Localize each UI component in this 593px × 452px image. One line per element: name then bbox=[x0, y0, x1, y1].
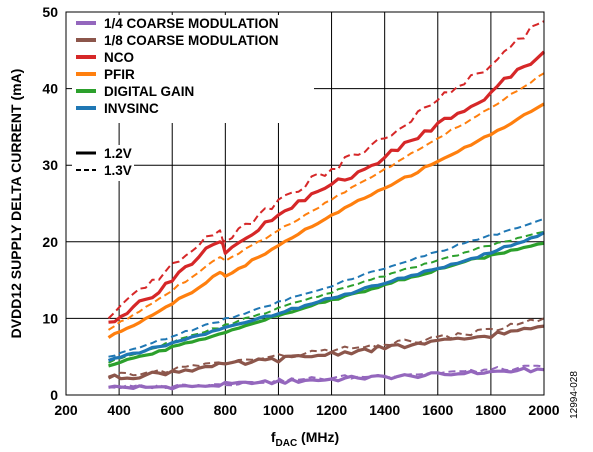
x-tick-label: 1600 bbox=[422, 402, 453, 418]
voltage-legend-label: 1.2V bbox=[104, 146, 132, 161]
x-tick-label: 2000 bbox=[528, 402, 559, 418]
legend-label: INVSINC bbox=[104, 101, 159, 116]
series-line-1-2v bbox=[107, 102, 545, 339]
series-line-1-3v bbox=[107, 20, 545, 320]
y-tick-label: 10 bbox=[42, 310, 58, 326]
plot-frame bbox=[65, 11, 545, 396]
legend-entries: 1/4 COARSE MODULATION 1/8 COARSE MODULATI… bbox=[76, 16, 279, 116]
legend-label: DIGITAL GAIN bbox=[104, 84, 194, 99]
series-line-1-2v bbox=[108, 366, 545, 391]
legend-label: 1/8 COARSE MODULATION bbox=[104, 33, 279, 48]
x-tick-label: 1200 bbox=[316, 402, 347, 418]
legend-label: NCO bbox=[104, 50, 134, 65]
y-tick-labels: 0 10 20 30 40 50 bbox=[42, 4, 58, 403]
x-tick-label: 200 bbox=[54, 402, 78, 418]
y-tick-label: 30 bbox=[42, 157, 58, 173]
series-line-1-2v bbox=[107, 231, 545, 363]
series-layer bbox=[107, 20, 546, 391]
series-line-1-2v bbox=[108, 50, 546, 324]
x-tick-label: 400 bbox=[107, 402, 131, 418]
x-axis-title-main: f bbox=[271, 429, 276, 445]
y-tick-label: 40 bbox=[42, 81, 58, 97]
x-tick-label: 800 bbox=[214, 402, 238, 418]
y-tick-label: 20 bbox=[42, 234, 58, 250]
legend-label: PFIR bbox=[104, 67, 135, 82]
legend-label: 1/4 COARSE MODULATION bbox=[104, 16, 279, 31]
x-tick-label: 1000 bbox=[263, 402, 294, 418]
y-tick-label: 50 bbox=[42, 4, 58, 20]
y-tick-label: 0 bbox=[50, 387, 58, 403]
figure-id: 12994-028 bbox=[569, 371, 580, 419]
x-tick-label: 1800 bbox=[475, 402, 506, 418]
x-axis-title-unit: (MHz) bbox=[297, 429, 339, 445]
series-line-1-3v bbox=[108, 317, 545, 378]
voltage-legend-background bbox=[72, 145, 134, 181]
legend: 1/4 COARSE MODULATION 1/8 COARSE MODULATI… bbox=[72, 15, 314, 181]
x-tick-label: 1400 bbox=[369, 402, 400, 418]
x-axis-title-subscript: DAC bbox=[276, 438, 298, 449]
legend-background bbox=[72, 15, 314, 123]
y-axis-title: DVDD12 SUPPLY DELTA CURRENT (mA) bbox=[8, 69, 24, 339]
voltage-legend: 1.2V 1.3V bbox=[76, 146, 132, 178]
series-line-1-3v bbox=[107, 72, 545, 331]
x-axis-title: fDAC (MHz) bbox=[271, 429, 339, 449]
x-tick-labels: 200 400 600 800 1000 1200 1400 1600 1800 2000 bbox=[54, 402, 559, 418]
series-line-1-2v bbox=[107, 324, 545, 381]
voltage-legend-label: 1.3V bbox=[104, 163, 132, 178]
x-tick-label: 600 bbox=[161, 402, 185, 418]
